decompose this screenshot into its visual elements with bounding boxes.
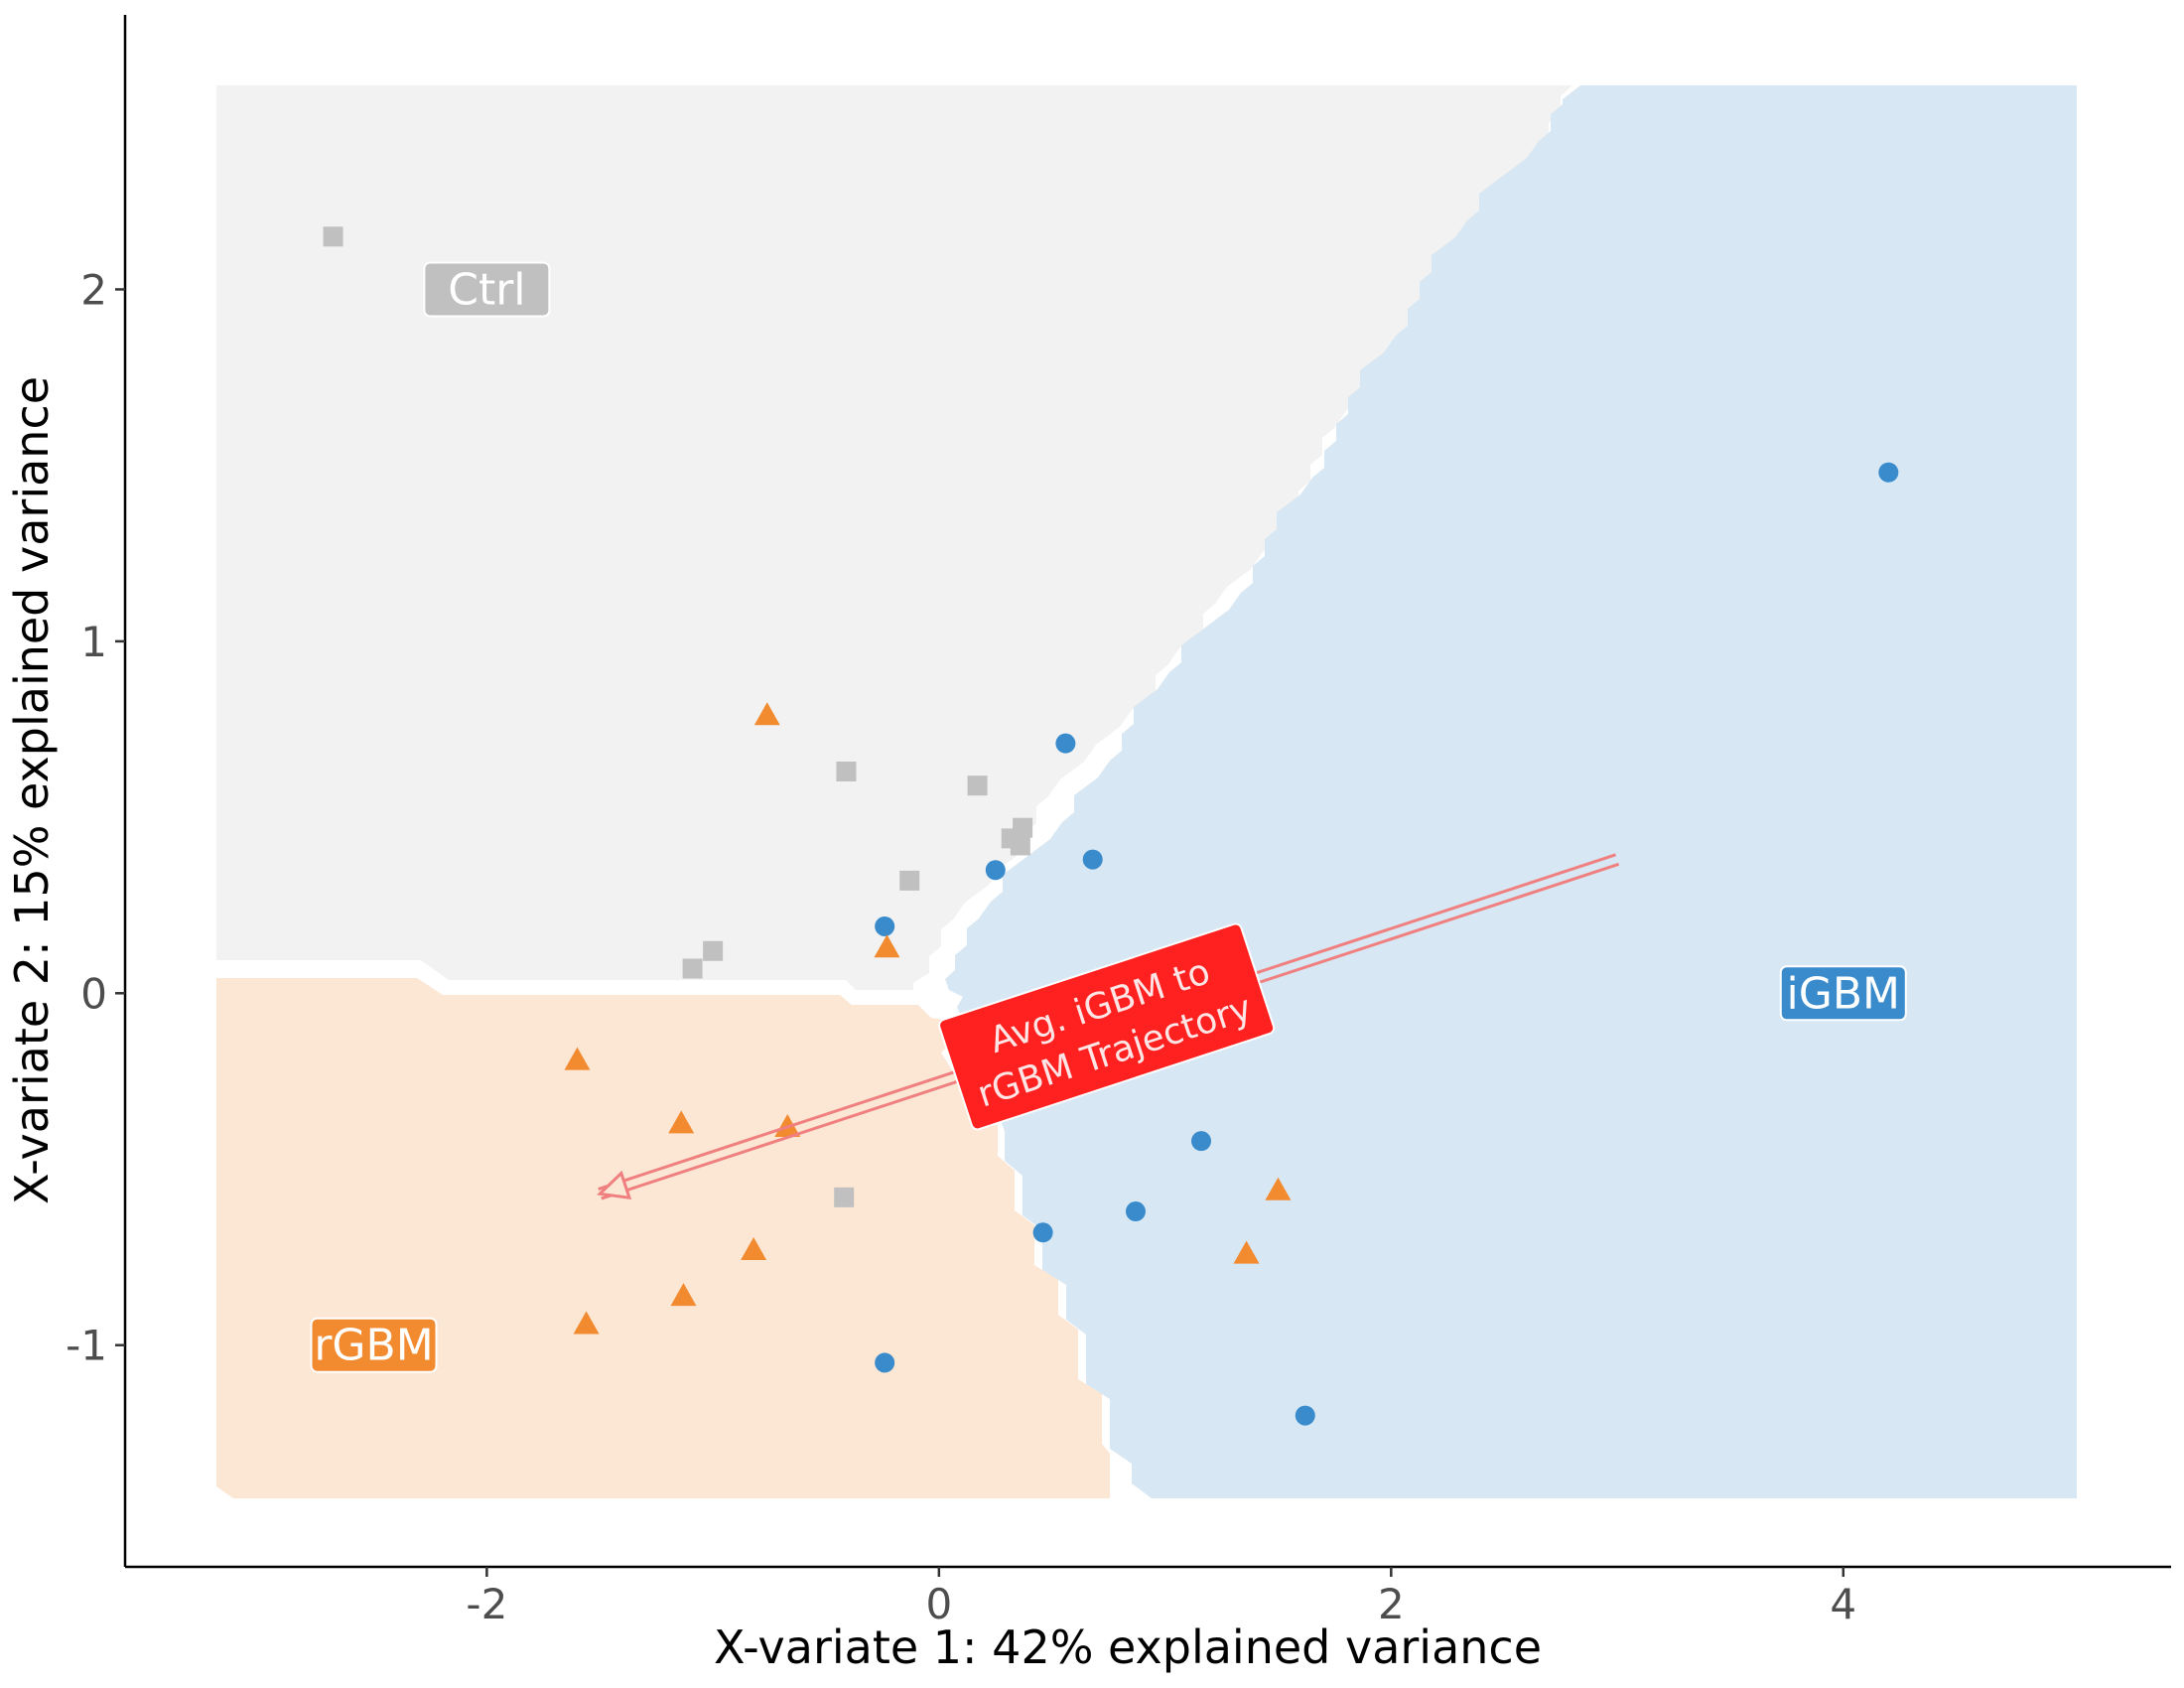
- y-tick-label: 2: [80, 265, 107, 314]
- point-rgbm: [1233, 1240, 1260, 1264]
- igbm-region: [945, 85, 2077, 1498]
- y-tick-label: 0: [80, 969, 107, 1018]
- point-ctrl: [703, 940, 724, 961]
- x-tick-label: 0: [925, 1580, 952, 1628]
- x-tick-label: 2: [1378, 1580, 1405, 1628]
- region-labels: Ctrl rGBM iGBM: [310, 261, 1907, 1373]
- point-igbm: [1055, 733, 1076, 754]
- point-ctrl: [682, 958, 703, 979]
- region-label: Ctrl: [448, 264, 525, 315]
- y-tick-label: -1: [66, 1322, 107, 1370]
- point-rgbm: [668, 1110, 695, 1134]
- arrow-head: [596, 1170, 632, 1200]
- point-ctrl: [1010, 835, 1030, 856]
- data-points: [323, 226, 1899, 1426]
- region-label-box: [423, 261, 551, 318]
- point-rgbm: [753, 702, 780, 726]
- point-igbm: [985, 860, 1006, 881]
- ctrl-region: [216, 85, 1572, 990]
- x-axis-title: X-variate 1: 42% explained variance: [714, 1620, 1542, 1674]
- point-ctrl: [834, 1187, 855, 1207]
- point-ctrl: [899, 870, 920, 891]
- point-igbm: [1082, 849, 1103, 870]
- region-label-box: [1779, 965, 1907, 1022]
- point-rgbm: [1265, 1177, 1292, 1200]
- point-igbm: [875, 915, 895, 936]
- point-ctrl: [836, 762, 857, 782]
- arrow-label-box: [938, 922, 1276, 1131]
- point-igbm: [1295, 1405, 1315, 1426]
- point-rgbm: [564, 1047, 591, 1070]
- point-igbm: [1032, 1222, 1053, 1243]
- x-tick-label: 4: [1830, 1580, 1856, 1628]
- y-tick-label: 1: [80, 618, 107, 666]
- point-ctrl: [1013, 817, 1033, 838]
- region-label-box: [310, 1317, 438, 1373]
- point-igbm: [1878, 462, 1899, 483]
- x-tick-label: -2: [466, 1580, 507, 1628]
- point-rgbm: [670, 1283, 697, 1307]
- point-ctrl: [967, 775, 988, 796]
- point-igbm: [1125, 1201, 1146, 1222]
- point-igbm: [875, 1352, 895, 1373]
- region-label: rGBM: [314, 1321, 433, 1371]
- y-axis-title: X-variate 2: 15% explained variance: [5, 376, 59, 1204]
- point-rgbm: [573, 1311, 600, 1335]
- region-label: iGBM: [1787, 968, 1900, 1019]
- point-igbm: [1191, 1131, 1212, 1152]
- point-ctrl: [323, 226, 343, 247]
- point-rgbm: [741, 1237, 767, 1261]
- point-rgbm: [874, 934, 900, 958]
- axes: -2 0 2 4 -1 0 1 2: [66, 15, 2171, 1628]
